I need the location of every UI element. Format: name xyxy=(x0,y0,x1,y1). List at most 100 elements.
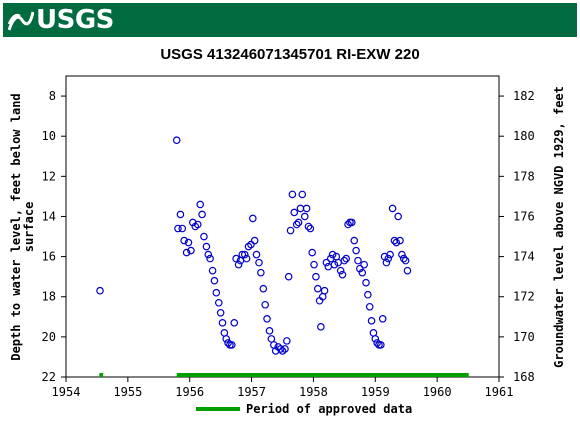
data-point xyxy=(313,284,322,293)
data-point xyxy=(252,250,261,259)
y-left-tick-label: 14 xyxy=(42,209,56,223)
data-point xyxy=(328,250,337,259)
data-point xyxy=(312,272,320,281)
y-axis-left: 8 10 12 14 16 18 20 22 xyxy=(42,89,66,384)
y-right-tick-label: 176 xyxy=(513,209,535,223)
data-point xyxy=(212,288,221,297)
usgs-banner: USGS xyxy=(3,3,577,37)
data-point xyxy=(281,345,289,353)
data-point xyxy=(358,268,367,277)
data-point xyxy=(288,190,297,199)
data-point xyxy=(222,335,231,343)
data-point xyxy=(196,200,205,209)
data-point xyxy=(276,345,285,353)
data-point xyxy=(180,236,188,245)
data-point xyxy=(261,300,269,309)
data-point xyxy=(234,260,243,269)
data-point xyxy=(310,260,318,269)
data-point xyxy=(255,258,263,267)
y-left-tick-label: 16 xyxy=(42,250,56,264)
x-tick-label: 1960 xyxy=(423,385,452,399)
y-left-tick-label: 10 xyxy=(42,129,56,143)
data-point xyxy=(403,266,412,275)
y-axis-right-label: Groundwater level above NGVD 1929, feet xyxy=(552,86,566,368)
data-point xyxy=(265,327,274,335)
data-point xyxy=(340,256,349,265)
data-point xyxy=(224,339,232,347)
data-point xyxy=(200,232,208,241)
data-point xyxy=(214,298,223,307)
data-point xyxy=(317,323,325,331)
data-point xyxy=(388,204,397,213)
y-axis-left-label-line1: Depth to water level, feet below land xyxy=(9,93,23,360)
data-point xyxy=(216,308,225,317)
data-point xyxy=(386,250,394,259)
y-right-tick-label: 180 xyxy=(513,129,535,143)
data-point xyxy=(218,319,227,327)
data-point xyxy=(382,258,391,267)
data-point xyxy=(202,242,211,251)
legend-label: Period of approved data xyxy=(246,402,412,416)
data-point xyxy=(378,315,387,323)
y-right-tick-label: 172 xyxy=(513,290,535,304)
data-point xyxy=(294,218,303,227)
data-point xyxy=(365,302,374,311)
data-point xyxy=(178,224,187,233)
data-point xyxy=(384,254,393,263)
data-point xyxy=(396,236,404,245)
plot-frame xyxy=(65,75,500,378)
data-point xyxy=(187,246,195,255)
data-point xyxy=(184,238,193,247)
approved-period-bar xyxy=(176,373,469,377)
data-point xyxy=(193,220,202,229)
data-point xyxy=(371,335,380,343)
data-point xyxy=(242,254,251,263)
data-point xyxy=(96,286,104,295)
approved-period-bar xyxy=(99,373,104,377)
data-point xyxy=(290,208,299,217)
approved-periods xyxy=(99,373,469,377)
data-point xyxy=(172,136,181,145)
data-point xyxy=(364,290,372,299)
data-point xyxy=(322,258,331,267)
data-point xyxy=(204,250,213,259)
data-point xyxy=(300,212,309,221)
data-point xyxy=(373,339,381,347)
data-point xyxy=(398,250,406,259)
data-point xyxy=(298,190,307,199)
data-point xyxy=(392,238,401,247)
y-right-tick-label: 168 xyxy=(513,370,535,384)
data-point xyxy=(283,337,291,345)
data-point xyxy=(208,266,217,275)
y-right-tick-label: 170 xyxy=(513,330,535,344)
data-point xyxy=(230,319,239,327)
y-left-tick-label: 20 xyxy=(42,330,56,344)
data-point xyxy=(257,268,265,277)
usgs-wave-icon xyxy=(8,11,34,31)
y-axis-right: 168 170 172 174 176 178 180 182 xyxy=(499,89,535,384)
data-point xyxy=(304,222,313,231)
data-point xyxy=(342,254,351,263)
data-point xyxy=(344,220,352,229)
data-point xyxy=(263,315,271,323)
data-point xyxy=(367,317,376,325)
data-point xyxy=(324,262,333,271)
data-point xyxy=(338,270,347,279)
data-point xyxy=(296,204,305,213)
data-point xyxy=(250,236,259,245)
chart-title: USGS 413246071345701 RI-EXW 220 xyxy=(160,46,419,63)
usgs-logo[interactable]: USGS xyxy=(8,5,114,35)
y-left-tick-label: 22 xyxy=(42,370,56,384)
data-point xyxy=(206,254,214,263)
y-left-tick-label: 12 xyxy=(42,169,56,183)
data-point xyxy=(174,224,182,233)
data-point xyxy=(352,246,360,255)
y-right-tick-label: 178 xyxy=(513,169,535,183)
legend: Period of approved data xyxy=(196,402,412,416)
x-tick-label: 1955 xyxy=(113,385,142,399)
data-point xyxy=(330,260,339,269)
data-point xyxy=(302,204,311,213)
x-axis: 1954 1955 1956 1957 1958 1959 1960 1961 xyxy=(52,377,513,399)
y-right-tick-label: 182 xyxy=(513,89,535,103)
